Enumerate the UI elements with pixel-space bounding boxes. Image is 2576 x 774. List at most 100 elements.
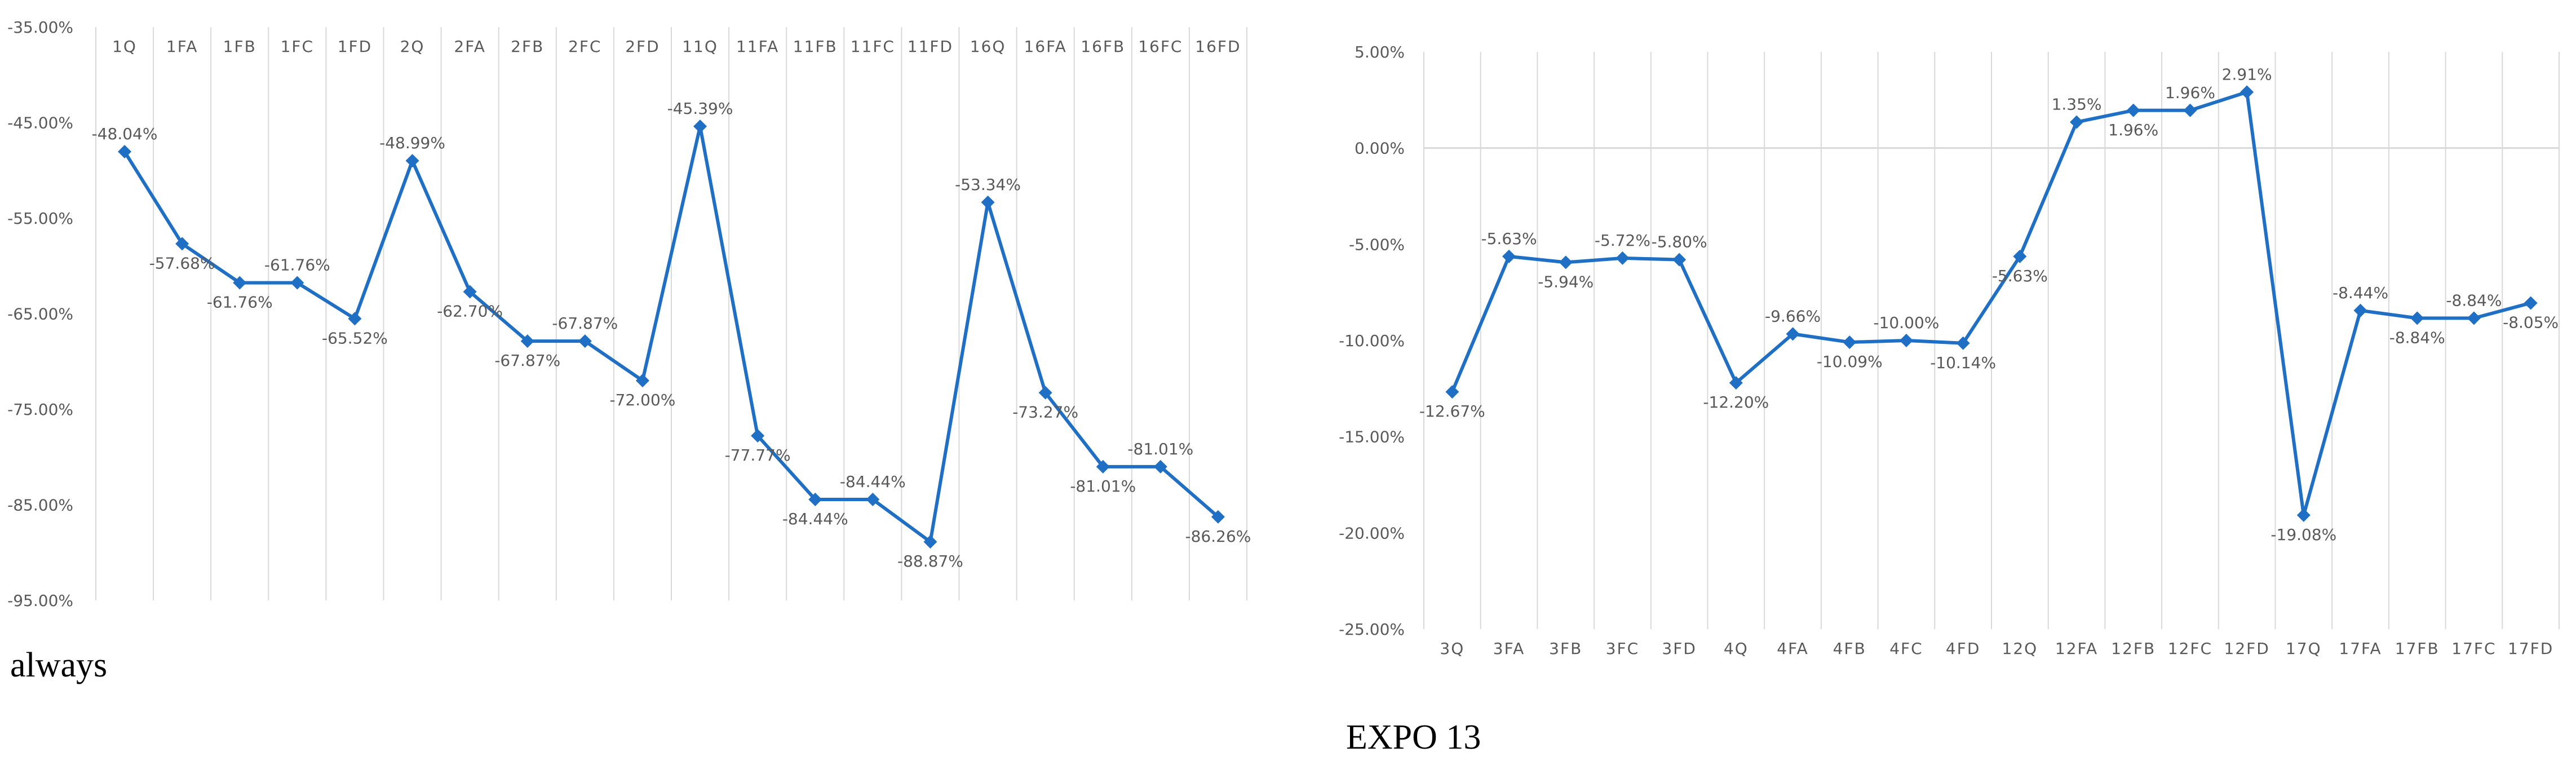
category-label: 1FD bbox=[338, 37, 372, 56]
category-label: 11Q bbox=[682, 37, 718, 56]
data-point-marker bbox=[1153, 459, 1167, 474]
data-label: 1.96% bbox=[2165, 83, 2215, 102]
data-point-marker bbox=[1502, 249, 1516, 263]
data-label: -8.84% bbox=[2389, 328, 2445, 347]
data-point-marker bbox=[578, 334, 592, 348]
chart-expo-13: 5.00% 0.00% -5.00% -10.00% -15.00% -20.00% -25… bbox=[1339, 43, 2560, 658]
data-label: 2.91% bbox=[2222, 65, 2272, 83]
y-tick-label: -10.00% bbox=[1339, 331, 1405, 350]
data-point-marker bbox=[1096, 459, 1110, 474]
chart-always: -35.00% -45.00% -55.00% -65.00% -75.00% -85.0… bbox=[7, 18, 1251, 610]
data-point-marker bbox=[693, 120, 707, 134]
category-label: 17Q bbox=[2286, 639, 2322, 658]
category-label: 2FA bbox=[454, 37, 486, 56]
data-label: -84.44% bbox=[840, 472, 906, 491]
category-label: 2FB bbox=[511, 37, 544, 56]
data-label: 1.35% bbox=[2052, 95, 2102, 114]
data-point-marker bbox=[1559, 255, 1573, 269]
data-point-marker bbox=[635, 374, 649, 388]
data-label: -57.68% bbox=[149, 254, 215, 272]
data-point-marker bbox=[2353, 303, 2367, 317]
category-label: 12FD bbox=[2224, 639, 2270, 658]
data-label: -53.34% bbox=[955, 175, 1021, 194]
category-label: 17FC bbox=[2451, 639, 2496, 658]
category-label: 17FD bbox=[2508, 639, 2553, 658]
data-point-marker bbox=[1786, 327, 1800, 341]
data-label: -62.70% bbox=[437, 302, 503, 321]
y-tick-label: -55.00% bbox=[7, 209, 73, 228]
category-label: 4Q bbox=[1724, 639, 1749, 658]
data-label: -8.05% bbox=[2503, 313, 2559, 331]
data-label: -88.87% bbox=[897, 552, 963, 570]
y-tick-label: -25.00% bbox=[1339, 620, 1405, 639]
data-point-marker bbox=[233, 276, 247, 290]
category-label: 11FC bbox=[851, 37, 895, 56]
category-label: 1FB bbox=[223, 37, 256, 56]
data-label: 1.96% bbox=[2108, 121, 2158, 139]
category-label: 16FC bbox=[1138, 37, 1183, 56]
data-label: -5.63% bbox=[1992, 267, 2048, 285]
data-point-marker bbox=[923, 535, 937, 549]
data-label: -10.00% bbox=[1874, 313, 1940, 332]
category-label: 2FD bbox=[625, 37, 660, 56]
data-point-marker bbox=[2524, 296, 2538, 310]
data-point-marker bbox=[175, 237, 189, 251]
data-label: -5.63% bbox=[1481, 229, 1537, 248]
data-point-marker bbox=[118, 145, 132, 159]
category-label: 2Q bbox=[400, 37, 425, 56]
category-label: 16FD bbox=[1195, 37, 1241, 56]
category-label: 17FB bbox=[2395, 639, 2440, 658]
category-label: 4FA bbox=[1777, 639, 1809, 658]
data-label: -65.52% bbox=[322, 329, 388, 347]
data-point-marker bbox=[2183, 103, 2197, 117]
data-label: -86.26% bbox=[1185, 527, 1251, 546]
category-label: 3FB bbox=[1549, 639, 1582, 658]
data-point-marker bbox=[1843, 335, 1857, 350]
y-tick-label: -45.00% bbox=[7, 114, 73, 132]
data-point-marker bbox=[2070, 115, 2084, 129]
data-point-marker bbox=[1211, 510, 1225, 524]
data-point-marker bbox=[348, 312, 362, 326]
data-label: -12.20% bbox=[1703, 393, 1769, 412]
series-line bbox=[123, 125, 1219, 544]
data-point-marker bbox=[2296, 508, 2311, 522]
category-label: 2FC bbox=[568, 37, 601, 56]
data-point-marker bbox=[2126, 103, 2140, 117]
data-label: -48.99% bbox=[379, 134, 445, 152]
category-label: 3FD bbox=[1662, 639, 1696, 658]
data-point-marker bbox=[1729, 376, 1743, 390]
category-label: 3FA bbox=[1493, 639, 1525, 658]
data-label: -67.87% bbox=[494, 351, 560, 370]
data-label: -45.39% bbox=[667, 99, 733, 118]
data-point-marker bbox=[1038, 386, 1052, 400]
y-tick-label: -35.00% bbox=[7, 18, 73, 37]
caption-always: always bbox=[10, 646, 107, 684]
data-point-marker bbox=[463, 285, 477, 299]
data-point-marker bbox=[1672, 253, 1687, 267]
y-tick-label: -65.00% bbox=[7, 305, 73, 324]
data-label: -81.01% bbox=[1070, 477, 1136, 496]
category-label: 4FB bbox=[1833, 639, 1866, 658]
category-label: 3FC bbox=[1606, 639, 1639, 658]
data-point-marker bbox=[2240, 85, 2254, 99]
y-tick-label: -75.00% bbox=[7, 400, 73, 419]
data-label: -19.08% bbox=[2270, 525, 2336, 544]
data-label: -48.04% bbox=[92, 125, 158, 143]
y-tick-label: -95.00% bbox=[7, 591, 73, 610]
category-label: 12Q bbox=[2002, 639, 2038, 658]
category-label: 12FA bbox=[2055, 639, 2098, 658]
category-label: 12FC bbox=[2168, 639, 2212, 658]
data-label: -8.44% bbox=[2332, 284, 2388, 302]
y-tick-label: -85.00% bbox=[7, 496, 73, 515]
data-label: -77.77% bbox=[725, 446, 791, 465]
category-label: 16FB bbox=[1081, 37, 1125, 56]
data-point-marker bbox=[520, 334, 534, 348]
data-point-marker bbox=[981, 195, 995, 209]
category-label: 12FB bbox=[2111, 639, 2155, 658]
y-tick-label: 0.00% bbox=[1355, 139, 1405, 158]
category-label: 1Q bbox=[112, 37, 137, 56]
data-label: -84.44% bbox=[782, 510, 848, 528]
data-point-marker bbox=[1956, 336, 1970, 350]
category-label: 4FC bbox=[1889, 639, 1923, 658]
